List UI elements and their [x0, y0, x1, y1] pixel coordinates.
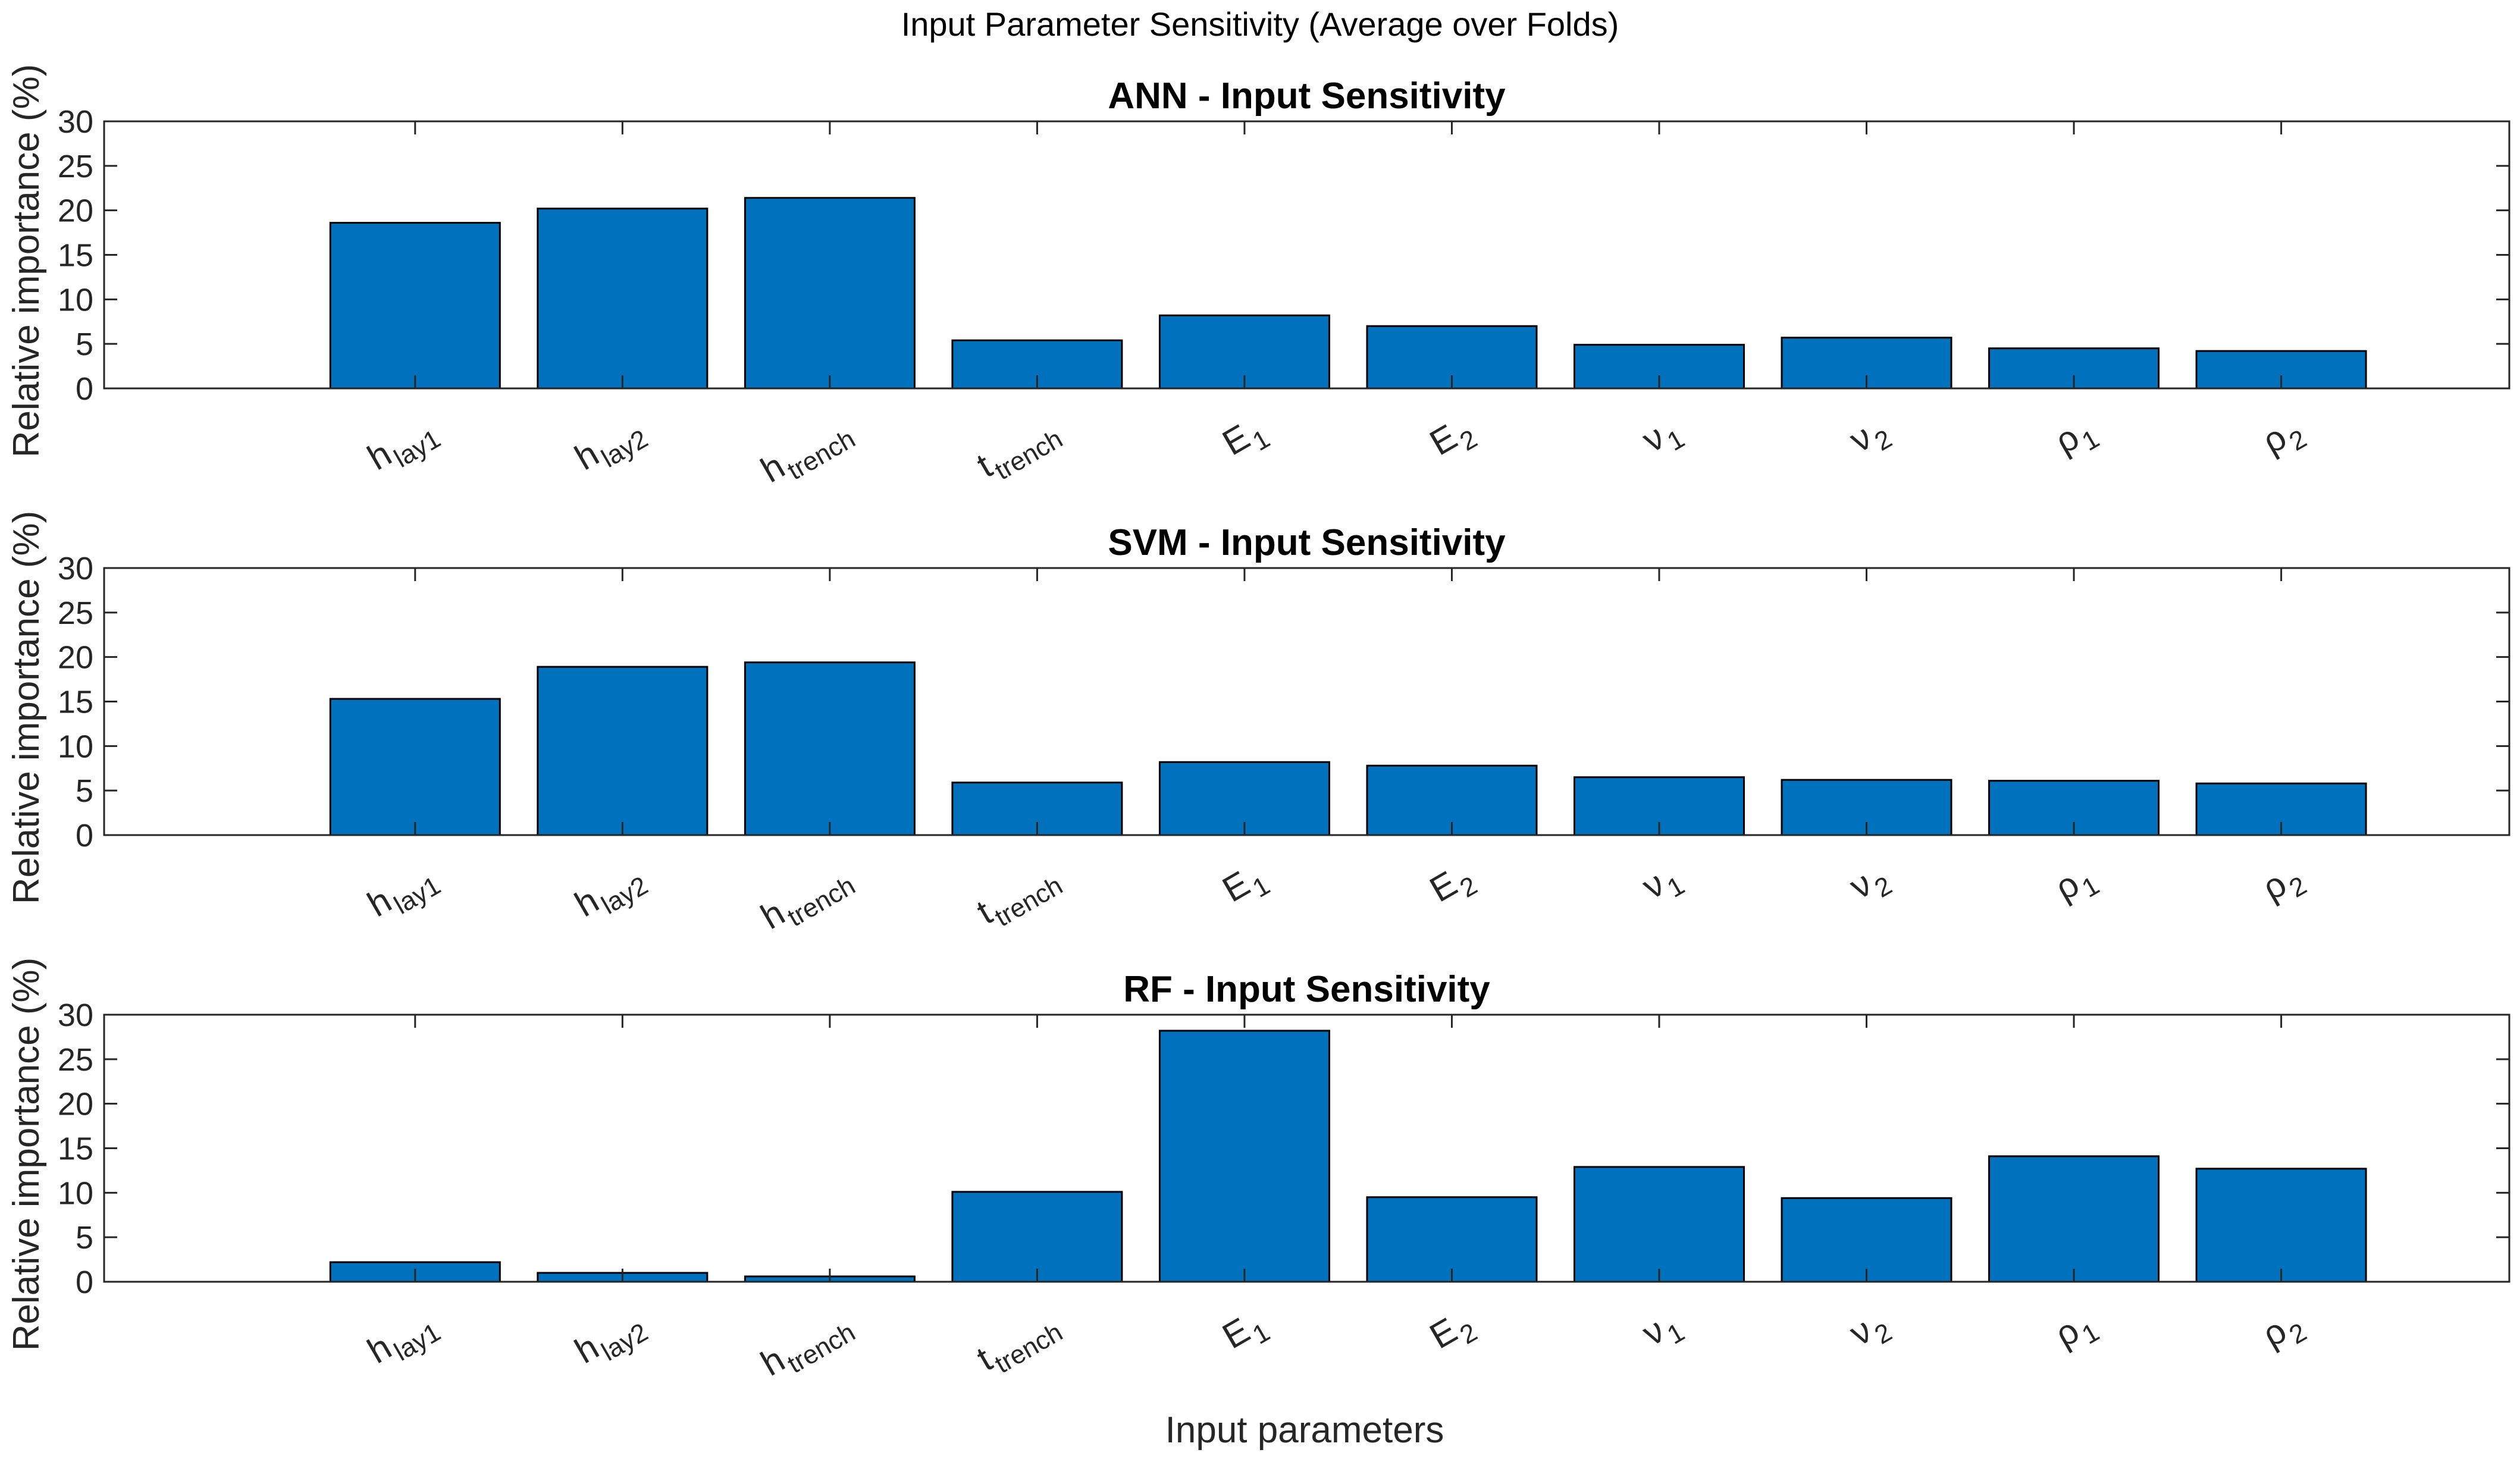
x-tick-label: hlay1 [361, 1301, 446, 1378]
figure-title: Input Parameter Sensitivity (Average ove… [901, 5, 1619, 43]
x-tick-label: ρ1 [2048, 1301, 2104, 1361]
y-tick-label: 15 [58, 238, 93, 274]
y-tick-label: 0 [76, 818, 93, 854]
y-tick-label: 0 [76, 1265, 93, 1300]
x-axis-label: Input parameters [1165, 1410, 1444, 1451]
y-tick-label: 10 [58, 1175, 93, 1211]
bar [537, 666, 709, 836]
x-tick-label: E1 [1216, 408, 1275, 470]
bar [329, 222, 501, 390]
x-tick-label: E1 [1216, 1301, 1275, 1363]
y-tick-label: 25 [58, 1042, 93, 1078]
x-tick-label: ρ2 [2255, 855, 2311, 915]
y-tick-label: 20 [58, 640, 93, 676]
x-tick-label: hlay2 [568, 855, 653, 931]
x-tick-label: E2 [1423, 1301, 1482, 1363]
bar [1574, 1166, 1745, 1283]
bar [951, 782, 1123, 836]
y-tick-label: 25 [58, 595, 93, 631]
x-tick-label: ν1 [1635, 855, 1690, 914]
chart-title: ANN - Input Sensitivity [1108, 76, 1506, 117]
y-tick-label: 30 [58, 997, 93, 1033]
x-tick-label: ν2 [1843, 408, 1897, 467]
x-tick-label: ρ2 [2255, 408, 2311, 468]
chart-title: SVM - Input Sensitivity [1108, 522, 1506, 563]
chart-panels: ANN - Input Sensitivity 0 5 10 15 20 25 30 hlay1… [6, 64, 2510, 1390]
bar [1366, 325, 1538, 390]
y-axis-label: Relative importance (%) [6, 64, 47, 458]
y-tick-label: 0 [76, 371, 93, 407]
y-tick-label: 5 [76, 773, 93, 809]
bar [329, 698, 501, 836]
bar [744, 197, 916, 390]
x-tick-label: ρ1 [2048, 408, 2104, 468]
bar [951, 1191, 1123, 1283]
chart-title: RF - Input Sensitivity [1123, 969, 1490, 1010]
bar [1366, 1196, 1538, 1283]
bar [1158, 1030, 1330, 1283]
x-tick-label: hlay2 [568, 408, 653, 484]
x-tick-label: htrench [754, 855, 860, 943]
x-tick-label: hlay1 [361, 855, 446, 931]
chart-panel-3: RF - Input Sensitivity 0 5 10 15 20 25 30 hlay1 h… [6, 958, 2510, 1390]
x-tick-label: ρ1 [2048, 855, 2104, 915]
y-axis-label: Relative importance (%) [6, 958, 47, 1351]
x-tick-label: ν2 [1843, 855, 1897, 914]
y-tick-label: 5 [76, 327, 93, 362]
x-tick-label: E2 [1423, 855, 1482, 917]
x-tick-label: htrench [754, 408, 860, 497]
x-tick-label: E2 [1423, 408, 1482, 470]
bar [1988, 1155, 2160, 1283]
x-tick-label: hlay1 [361, 408, 446, 484]
y-tick-label: 30 [58, 104, 93, 140]
y-tick-label: 20 [58, 1087, 93, 1122]
x-tick-label: E1 [1216, 855, 1275, 917]
y-tick-label: 30 [58, 551, 93, 586]
x-tick-label: ν1 [1635, 408, 1690, 467]
bar [2195, 1168, 2367, 1283]
chart-panel-1: ANN - Input Sensitivity 0 5 10 15 20 25 30 hlay1… [6, 64, 2510, 497]
bar [1781, 1197, 1952, 1283]
y-tick-label: 15 [58, 1131, 93, 1167]
bar [537, 208, 709, 390]
y-tick-label: 25 [58, 149, 93, 184]
x-tick-label: htrench [754, 1301, 860, 1390]
y-tick-label: 20 [58, 193, 93, 229]
x-tick-label: ttrench [970, 1301, 1068, 1385]
x-tick-label: hlay2 [568, 1301, 653, 1378]
y-tick-label: 5 [76, 1220, 93, 1256]
y-tick-label: 15 [58, 685, 93, 720]
y-tick-label: 10 [58, 729, 93, 764]
x-tick-label: ttrench [970, 408, 1068, 492]
chart-panel-2: SVM - Input Sensitivity 0 5 10 15 20 25 30 hlay1… [6, 511, 2510, 943]
x-tick-label: ν2 [1843, 1301, 1897, 1360]
x-tick-label: ρ2 [2255, 1301, 2311, 1361]
y-tick-label: 10 [58, 282, 93, 318]
x-tick-label: ttrench [970, 855, 1068, 939]
y-axis-label: Relative importance (%) [6, 511, 47, 905]
bar [744, 661, 916, 836]
x-tick-label: ν1 [1635, 1301, 1690, 1360]
